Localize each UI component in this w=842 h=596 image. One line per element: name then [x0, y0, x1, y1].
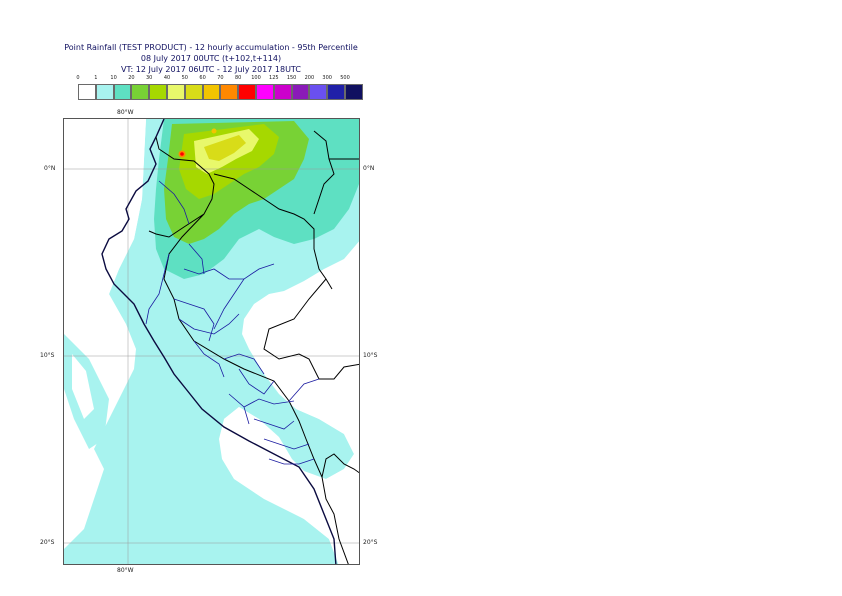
- map-panel: [63, 118, 360, 565]
- pacific-coastline: [101, 119, 337, 564]
- legend-colour-box: [309, 84, 328, 100]
- rain-area-50mm: [204, 135, 246, 161]
- lat-label-left-0: 0°N: [44, 165, 56, 172]
- legend-colour-box: [131, 84, 150, 100]
- dry-area-east: [269, 350, 359, 564]
- lat-label-right-0: 0°N: [363, 165, 375, 172]
- rain-hotspot-80mm: [180, 152, 184, 156]
- legend-threshold-label: 20: [128, 75, 135, 81]
- legend-threshold-label: 30: [146, 75, 153, 81]
- lon-label-top: 80°W: [117, 109, 134, 116]
- lat-label-right-20: 20°S: [363, 539, 378, 546]
- map-title: Point Rainfall (TEST PRODUCT) - 12 hourl…: [64, 43, 358, 52]
- legend-threshold-label: 300: [322, 75, 332, 81]
- forecast-run-time: 08 July 2017 00UTC (t+102,t+114): [140, 54, 282, 63]
- legend-colour-box: [113, 84, 132, 100]
- legend-colour-box: [220, 84, 239, 100]
- legend-threshold-label: 10: [110, 75, 117, 81]
- legend-colour-box: [184, 84, 203, 100]
- legend-threshold-label: 80: [235, 75, 242, 81]
- legend-threshold-label: 150: [286, 75, 297, 81]
- rainfall-map: [64, 119, 359, 564]
- legend-threshold-label: 70: [217, 75, 224, 81]
- legend-colour-box: [327, 84, 345, 100]
- legend-threshold-label: 100: [251, 75, 261, 81]
- legend-colour-box: [256, 84, 274, 100]
- legend-colour-box: [202, 84, 221, 100]
- legend-threshold-label: 0: [76, 75, 80, 81]
- legend-threshold-label: 125: [269, 75, 279, 81]
- validity-time: VT: 12 July 2017 06UTC - 12 July 2017 18…: [121, 65, 301, 74]
- dry-area-sea: [64, 119, 146, 324]
- rain-hotspot-60mm: [211, 128, 217, 134]
- legend-threshold-label: 500: [340, 75, 350, 81]
- rain-streak-offshore-2: [72, 354, 94, 419]
- lat-label-left-20: 20°S: [40, 539, 55, 546]
- dry-area-south: [224, 407, 289, 474]
- legend-threshold-label: 50: [181, 75, 188, 81]
- legend-threshold-label: 200: [304, 75, 315, 81]
- lat-label-right-10: 10°S: [363, 352, 378, 359]
- legend-threshold-label: 40: [163, 75, 171, 81]
- lat-label-left-10: 10°S: [40, 352, 55, 359]
- legend-threshold-label: 1: [94, 75, 98, 81]
- lon-label-bottom: 80°W: [117, 567, 134, 574]
- legend-threshold-label: 60: [199, 75, 206, 81]
- legend-colour-box: [345, 84, 363, 100]
- legend-colour-box: [95, 84, 114, 100]
- legend-colour-box: [78, 84, 96, 100]
- legend-colour-box: [291, 84, 310, 100]
- legend-colour-box: [149, 84, 167, 100]
- legend-colour-box: [238, 84, 256, 100]
- legend-colour-box: [273, 84, 292, 100]
- regional-boundaries: [145, 180, 320, 465]
- legend-colour-box: [167, 84, 185, 100]
